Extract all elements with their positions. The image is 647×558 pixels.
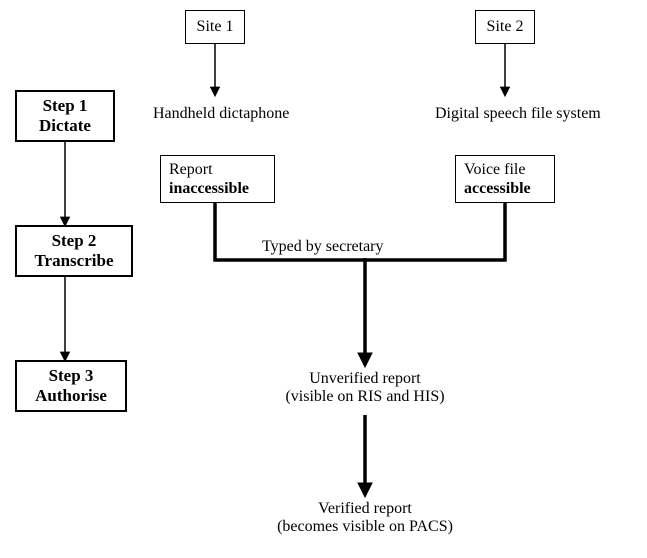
node-voice_accessible-line-0: Voice file — [464, 160, 525, 179]
label-verified-line-1: (becomes visible on PACS) — [260, 518, 470, 536]
node-site2_header: Site 2 — [475, 10, 535, 44]
label-unverified-line-0: Unverified report — [260, 370, 470, 388]
node-step1-line-0: Step 1 — [43, 96, 88, 116]
label-verified: Verified report(becomes visible on PACS) — [260, 500, 470, 536]
label-typed_by: Typed by secretary — [262, 238, 384, 256]
node-step1-line-1: Dictate — [39, 116, 91, 136]
node-step3-line-0: Step 3 — [49, 366, 94, 386]
label-unverified: Unverified report(visible on RIS and HIS… — [260, 370, 470, 406]
node-report_inaccessible-line-0: Report — [169, 160, 213, 179]
node-report_inaccessible-line-1: inaccessible — [169, 179, 249, 198]
label-typed_by-line-0: Typed by secretary — [262, 238, 384, 256]
arrow-layer — [0, 0, 647, 558]
node-step1: Step 1Dictate — [15, 90, 115, 142]
node-step3: Step 3Authorise — [15, 360, 127, 412]
node-step3-line-1: Authorise — [35, 386, 107, 406]
label-verified-line-0: Verified report — [260, 500, 470, 518]
label-handheld: Handheld dictaphone — [153, 105, 289, 123]
node-site1_header-line-0: Site 1 — [197, 17, 234, 36]
node-site1_header: Site 1 — [185, 10, 245, 44]
label-unverified-line-1: (visible on RIS and HIS) — [260, 388, 470, 406]
node-voice_accessible: Voice fileaccessible — [455, 155, 555, 203]
arrow-merge-right — [365, 203, 505, 260]
node-voice_accessible-line-1: accessible — [464, 179, 531, 198]
node-site2_header-line-0: Site 2 — [487, 17, 524, 36]
diagram-canvas: Site 1 Site 2 Step 1Dictate Step 2Transcrib… — [0, 0, 647, 558]
label-digital-line-0: Digital speech file system — [435, 105, 601, 123]
node-report_inaccessible: Reportinaccessible — [160, 155, 275, 203]
node-step2-line-1: Transcribe — [34, 251, 113, 271]
node-step2: Step 2Transcribe — [15, 225, 133, 277]
label-digital: Digital speech file system — [435, 105, 601, 123]
label-handheld-line-0: Handheld dictaphone — [153, 105, 289, 123]
node-step2-line-0: Step 2 — [52, 231, 97, 251]
